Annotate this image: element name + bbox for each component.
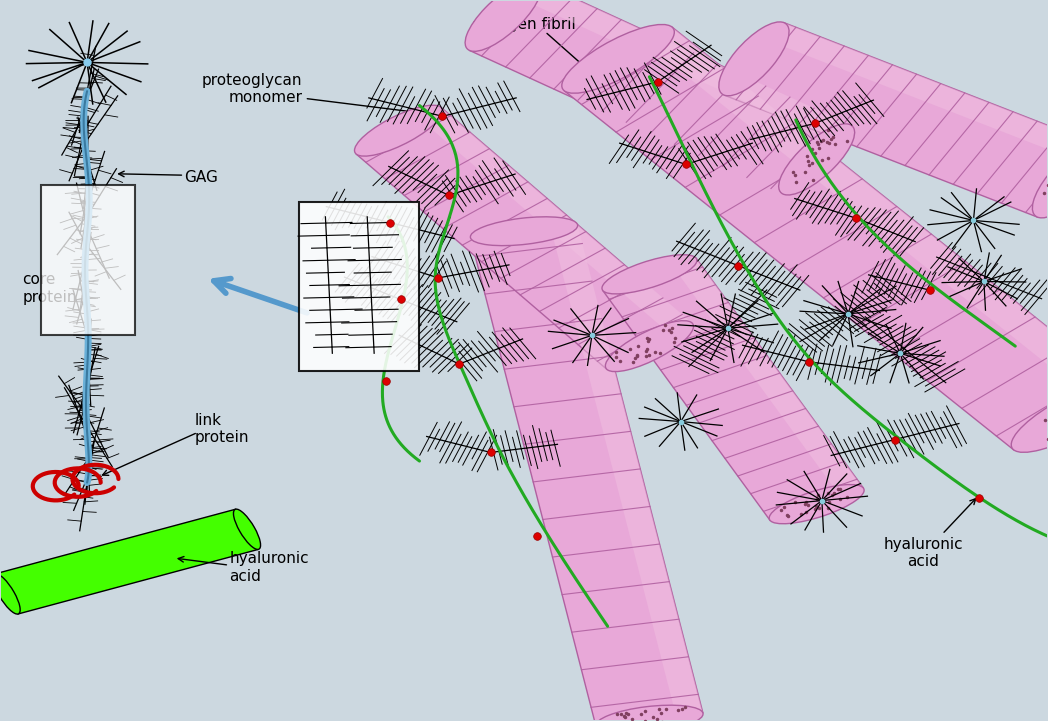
Ellipse shape (562, 25, 674, 93)
Ellipse shape (465, 0, 541, 51)
Polygon shape (645, 27, 1048, 402)
Ellipse shape (0, 574, 20, 614)
Text: hyaluronic
acid: hyaluronic acid (883, 536, 963, 569)
Polygon shape (0, 509, 259, 614)
FancyBboxPatch shape (41, 185, 135, 335)
Ellipse shape (769, 485, 865, 523)
Text: hyaluronic
acid: hyaluronic acid (230, 551, 309, 583)
Polygon shape (603, 258, 864, 521)
Polygon shape (769, 22, 1048, 163)
Polygon shape (356, 107, 692, 369)
Polygon shape (724, 22, 1048, 217)
Ellipse shape (234, 509, 261, 549)
Ellipse shape (471, 217, 577, 246)
Ellipse shape (606, 321, 694, 371)
Ellipse shape (1011, 384, 1048, 452)
Text: collagen fibril: collagen fibril (473, 17, 575, 32)
Ellipse shape (354, 105, 442, 156)
Ellipse shape (596, 705, 703, 721)
Text: GAG: GAG (184, 170, 218, 185)
Text: link
protein: link protein (195, 412, 249, 445)
Polygon shape (470, 0, 850, 194)
Ellipse shape (779, 124, 854, 195)
Ellipse shape (1032, 144, 1048, 218)
Polygon shape (471, 225, 703, 721)
Ellipse shape (602, 255, 697, 294)
Ellipse shape (719, 22, 789, 96)
Polygon shape (673, 258, 864, 496)
Text: proteoglycan
monomer: proteoglycan monomer (202, 73, 303, 105)
FancyBboxPatch shape (300, 203, 419, 371)
Polygon shape (420, 107, 692, 335)
Polygon shape (564, 27, 1048, 450)
Text: core
protein: core protein (22, 273, 77, 305)
Polygon shape (551, 225, 703, 717)
Polygon shape (520, 0, 850, 142)
